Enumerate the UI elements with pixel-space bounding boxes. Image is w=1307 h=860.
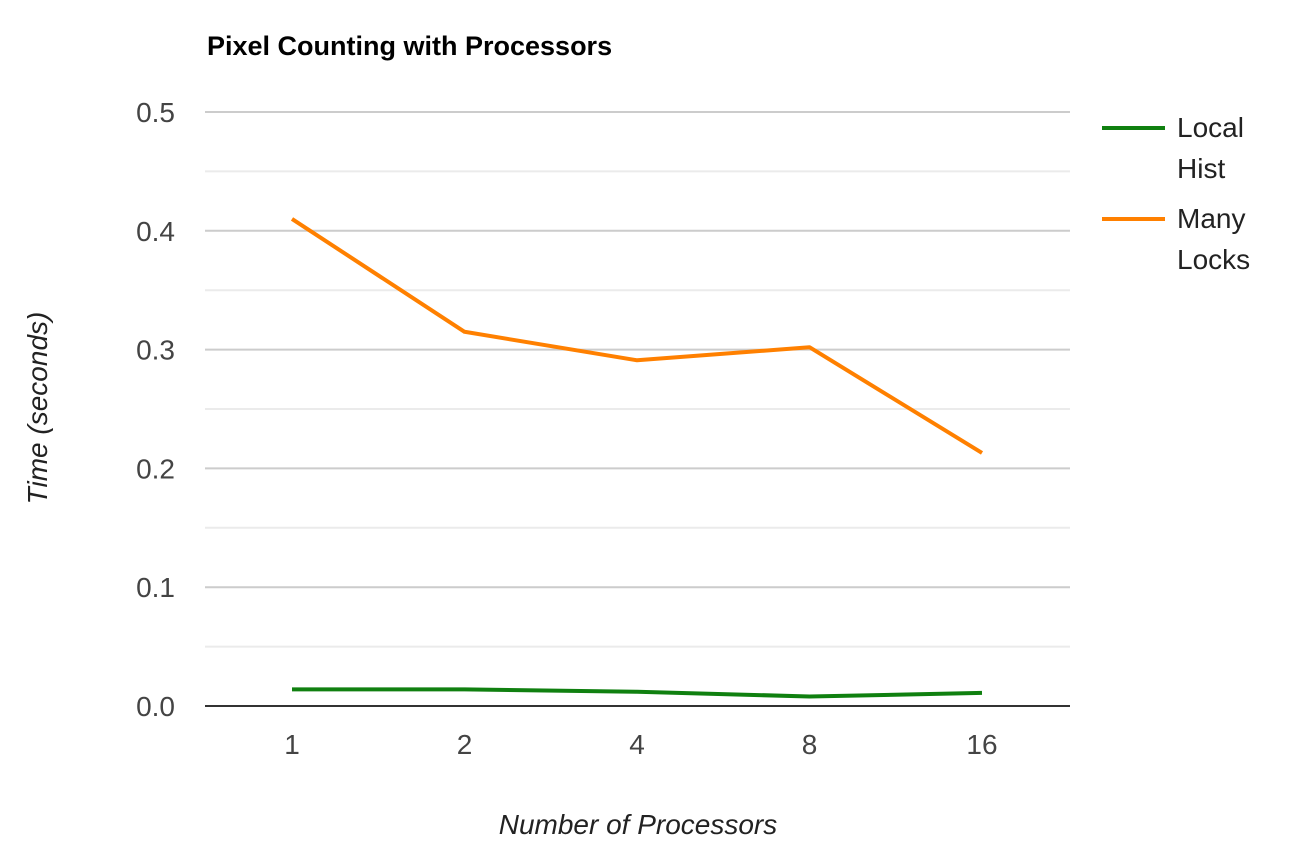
y-axis-title: Time (seconds) xyxy=(22,312,53,505)
x-tick-label: 16 xyxy=(966,729,997,760)
series-line-local-hist xyxy=(292,687,983,699)
legend: Local Hist Many Locks xyxy=(1102,112,1250,275)
x-tick-label: 1 xyxy=(284,729,300,760)
legend-label-local-hist: Hist xyxy=(1177,153,1225,184)
y-tick-label: 0.1 xyxy=(136,572,175,603)
legend-label-many-locks: Locks xyxy=(1177,244,1250,275)
series-line-many-locks xyxy=(290,217,984,455)
y-axis-ticks: 0.0 0.1 0.2 0.3 0.4 0.5 xyxy=(136,97,175,722)
x-axis-title: Number of Processors xyxy=(499,809,778,840)
gridlines xyxy=(205,111,1070,648)
chart-title: Pixel Counting with Processors xyxy=(207,31,612,61)
y-tick-label: 0.2 xyxy=(136,453,175,484)
y-tick-label: 0.5 xyxy=(136,97,175,128)
x-tick-label: 8 xyxy=(802,729,818,760)
x-tick-label: 2 xyxy=(457,729,473,760)
x-tick-label: 4 xyxy=(629,729,645,760)
legend-label-many-locks: Many xyxy=(1177,203,1245,234)
y-tick-label: 0.0 xyxy=(136,691,175,722)
x-axis-ticks: 1 2 4 8 16 xyxy=(284,729,997,760)
y-tick-label: 0.3 xyxy=(136,335,175,366)
legend-label-local-hist: Local xyxy=(1177,112,1244,143)
series-lines xyxy=(290,217,984,699)
y-tick-label: 0.4 xyxy=(136,216,175,247)
